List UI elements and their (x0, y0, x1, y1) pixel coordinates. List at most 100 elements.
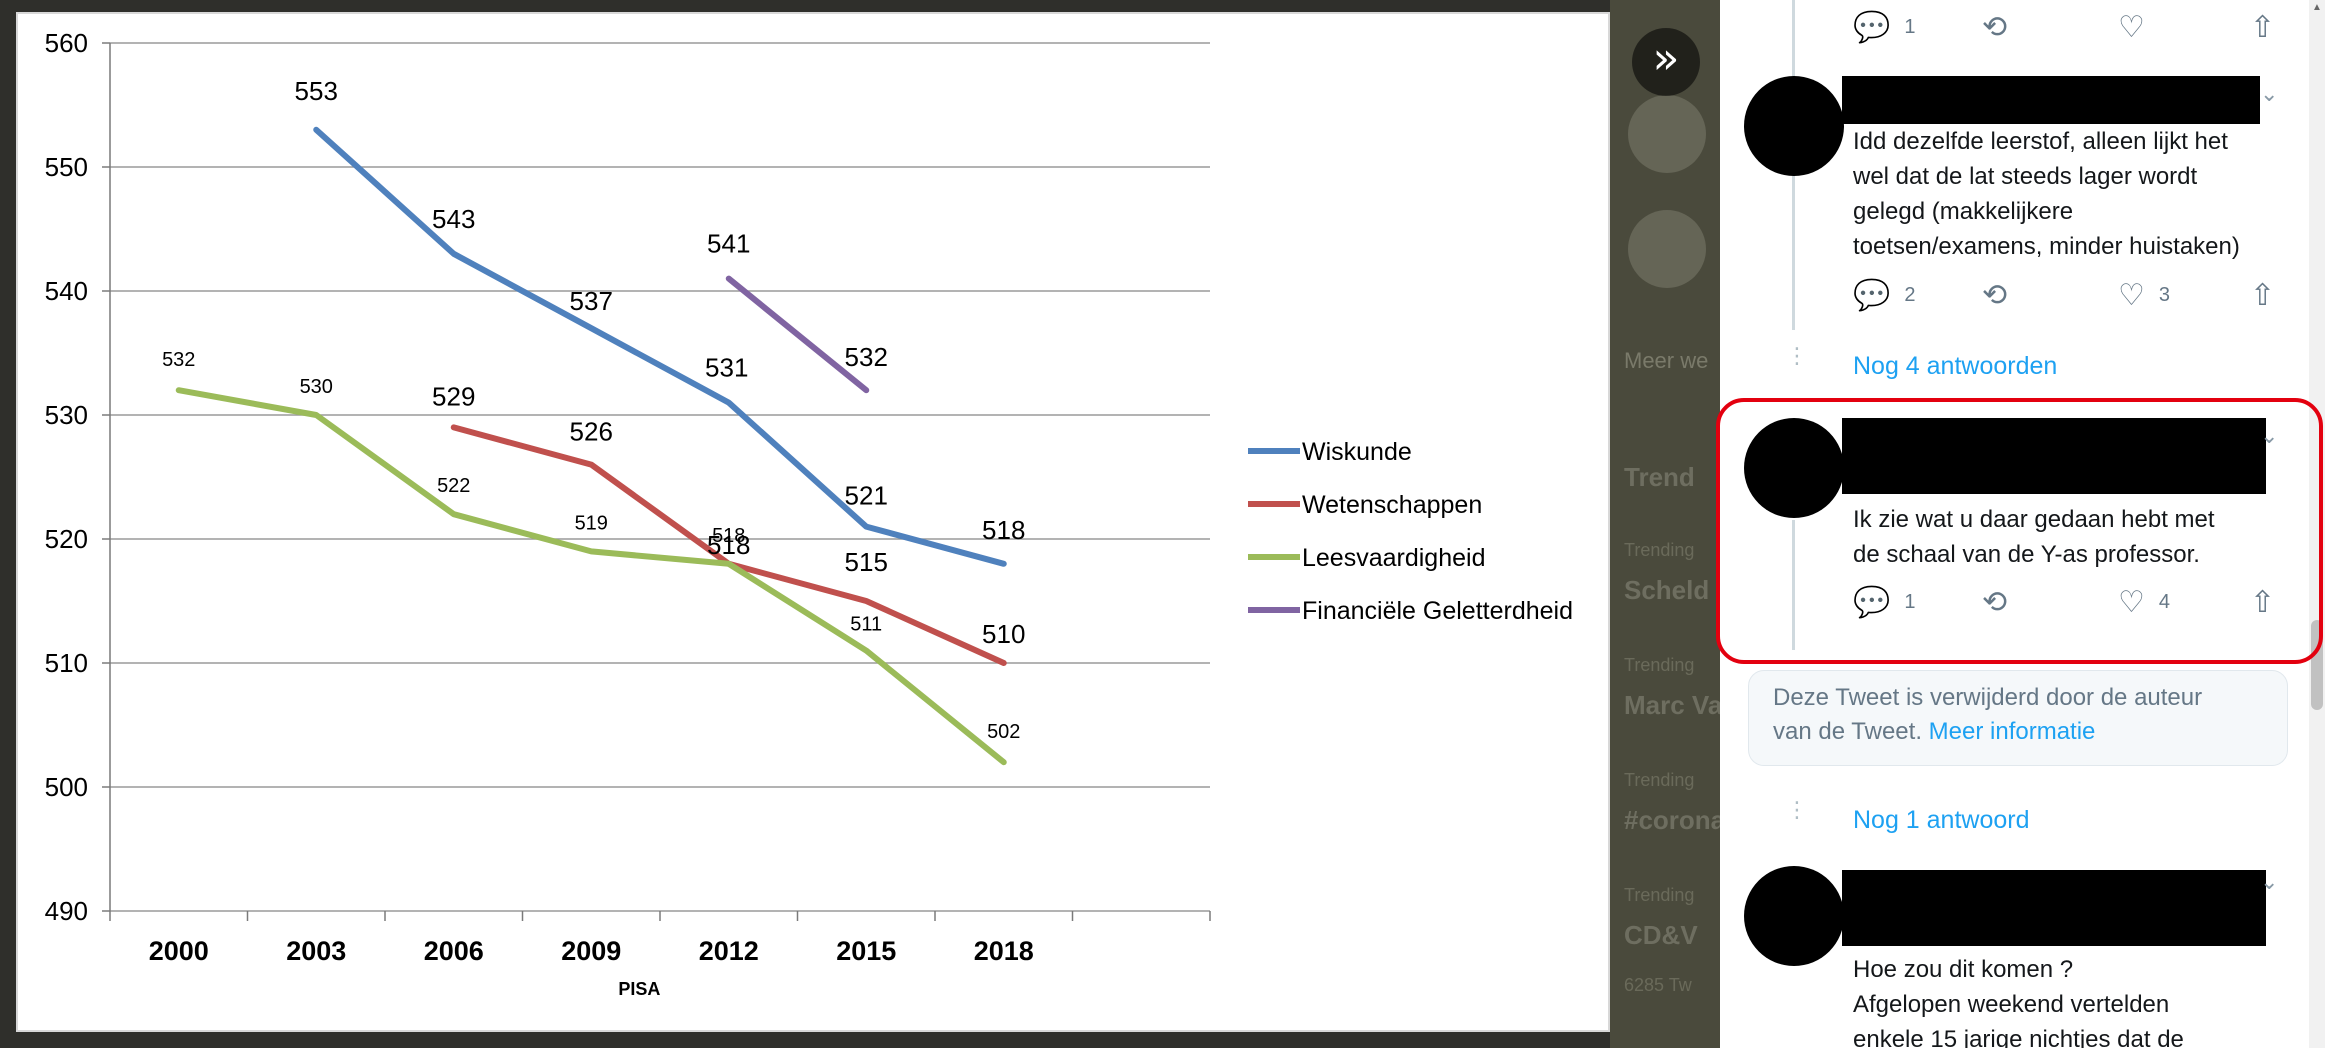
x-tick-label: 2000 (149, 936, 209, 966)
faded-avatar (1628, 95, 1706, 173)
reply-icon: 💬 (1853, 585, 1891, 620)
data-label: 531 (705, 353, 748, 383)
reply-count: 2 (1904, 284, 1916, 306)
data-label: 510 (982, 619, 1025, 649)
x-tick-label: 2003 (286, 936, 346, 966)
data-label: 530 (300, 376, 333, 398)
data-label: 522 (437, 475, 470, 497)
data-label: 543 (432, 204, 475, 234)
share-icon: ⇧ (2250, 585, 2276, 620)
tweet-thread-panel: 💬 1 ⟲ ♡ ⇧ ⌄ Idd dezelfde leerstof, allee… (1720, 0, 2325, 1048)
x-axis-label: PISA (618, 979, 660, 999)
scroll-up-arrow[interactable]: ▲ (2312, 2, 2322, 13)
x-tick-label: 2015 (836, 936, 896, 966)
retweet-icon: ⟲ (1982, 278, 2008, 313)
retweet-button[interactable]: ⟲ (1982, 10, 2007, 45)
share-button[interactable]: ⇧ (2250, 585, 2275, 620)
y-tick-label: 510 (45, 648, 88, 678)
more-info-link[interactable]: Meer informatie (1928, 718, 2096, 745)
y-tick-label: 520 (45, 524, 88, 554)
x-tick-label: 2012 (699, 936, 759, 966)
data-label: 502 (987, 721, 1020, 743)
chevron-down-icon[interactable]: ⌄ (2260, 82, 2279, 107)
deleted-tweet-text: van de Tweet. (1773, 718, 1922, 745)
share-button[interactable]: ⇧ (2250, 278, 2275, 313)
reply-icon: 💬 (1853, 10, 1891, 45)
retweet-button[interactable]: ⟲ (1982, 585, 2007, 620)
red-highlight-outline (1716, 398, 2323, 664)
tweet-text: Idd dezelfde leerstof, alleen lijkt het … (1853, 128, 2240, 260)
avatar[interactable] (1744, 866, 1844, 966)
legend-label: Financiële Geletterdheid (1302, 597, 1573, 625)
like-count: 4 (2158, 591, 2171, 613)
faded-trend-name: #corona (1624, 805, 1720, 835)
legend-label: Wiskunde (1302, 438, 1412, 466)
like-button[interactable]: ♡ 3 (2118, 278, 2170, 313)
data-label: 541 (707, 229, 750, 259)
faded-trend-kicker: Trending (1624, 540, 1695, 560)
retweet-icon: ⟲ (1982, 585, 2008, 620)
more-replies-link[interactable]: Nog 1 antwoord (1853, 806, 2030, 834)
data-label: 532 (162, 349, 195, 371)
data-label: 537 (570, 286, 613, 316)
retweet-icon: ⟲ (1982, 10, 2008, 45)
y-tick-label: 500 (45, 772, 88, 802)
faded-trend-kicker: Trending (1624, 770, 1695, 790)
reply-button[interactable]: 💬 1 (1853, 585, 1915, 620)
faded-avatar (1628, 210, 1706, 288)
share-icon: ⇧ (2250, 10, 2276, 45)
share-button[interactable]: ⇧ (2250, 10, 2275, 45)
faded-trend-kicker: Trending (1624, 885, 1695, 905)
expand-panel-button[interactable]: » (1632, 28, 1700, 96)
x-tick-label: 2009 (561, 936, 621, 966)
deleted-tweet-text: Deze Tweet is verwijderd door de auteur (1773, 684, 2203, 711)
like-button[interactable]: ♡ 4 (2118, 585, 2170, 620)
data-label: 532 (845, 342, 888, 372)
redacted-username (1842, 418, 2266, 494)
more-replies-link[interactable]: Nog 4 antwoorden (1853, 352, 2058, 380)
like-icon: ♡ (2118, 278, 2145, 313)
faded-trend-name: Marc Va (1624, 690, 1720, 720)
y-tick-label: 540 (45, 276, 88, 306)
faded-meer-label: Meer we (1624, 348, 1709, 373)
data-label: 518 (707, 530, 750, 560)
x-tick-label: 2006 (424, 936, 484, 966)
retweet-button[interactable]: ⟲ (1982, 278, 2007, 313)
like-icon: ♡ (2118, 585, 2145, 620)
legend-label: Wetenschappen (1302, 491, 1482, 519)
legend-label: Leesvaardigheid (1302, 544, 1485, 572)
data-label: 519 (575, 512, 608, 534)
thread-dots: ⋮ (1786, 798, 1808, 823)
like-count: 3 (2158, 284, 2171, 306)
y-tick-label: 560 (45, 28, 88, 58)
data-label: 518 (712, 525, 745, 547)
thread-line (1792, 520, 1795, 650)
y-tick-label: 530 (45, 400, 88, 430)
redacted-username (1842, 870, 2266, 946)
like-icon: ♡ (2118, 10, 2145, 45)
share-icon: ⇧ (2250, 278, 2276, 313)
tweet-text: Hoe zou dit komen ? Afgelopen weekend ve… (1853, 956, 2184, 1048)
deleted-tweet-notice: Deze Tweet is verwijderd door de auteur … (1748, 670, 2288, 766)
avatar[interactable] (1744, 418, 1844, 518)
chevron-down-icon[interactable]: ⌄ (2260, 424, 2279, 449)
thread-dots: ⋮ (1786, 344, 1808, 369)
faded-trend-name: CD&V (1624, 920, 1698, 950)
reply-button[interactable]: 💬 2 (1853, 278, 1915, 313)
x-tick-label: 2018 (974, 936, 1034, 966)
series-line-financi-le-geletterdheid (725, 275, 870, 394)
like-button[interactable]: ♡ (2118, 10, 2145, 45)
series-line-wiskunde (313, 126, 1007, 567)
data-label: 526 (570, 417, 613, 447)
chevron-down-icon[interactable]: ⌄ (2260, 870, 2279, 895)
data-label: 521 (845, 481, 888, 511)
reply-button[interactable]: 💬 1 (1853, 10, 1915, 45)
data-label: 529 (432, 381, 475, 411)
data-label: 553 (295, 76, 338, 106)
faded-sidebar: Meer we Trend Trending Scheld Trending M… (1610, 0, 1720, 1048)
faded-trend-name: Scheld (1624, 575, 1710, 605)
data-label: 518 (982, 515, 1025, 545)
y-tick-label: 490 (45, 896, 88, 926)
reply-icon: 💬 (1853, 278, 1891, 313)
avatar[interactable] (1744, 76, 1844, 176)
